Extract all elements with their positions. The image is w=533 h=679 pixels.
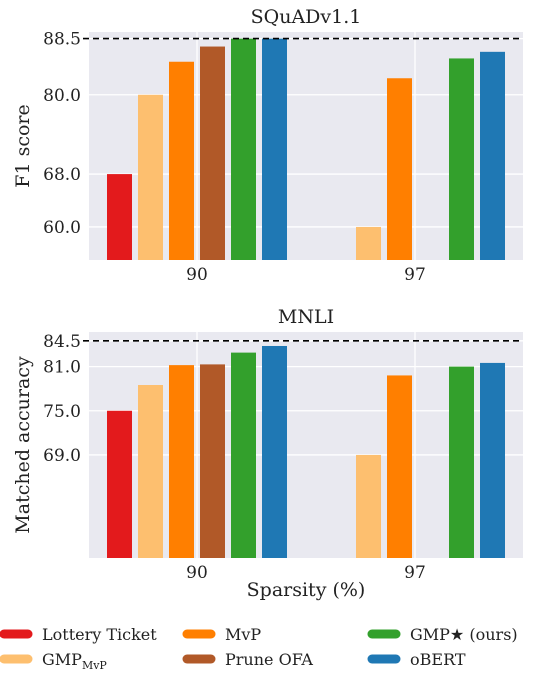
legend-item: GMPMvP: [0, 650, 107, 672]
bar: [262, 345, 287, 558]
bar: [356, 454, 381, 558]
legend-label: GMP★ (ours): [410, 625, 518, 644]
y-tick-label: 75.0: [43, 402, 81, 422]
bar: [231, 38, 256, 260]
y-tick-label: 81.0: [43, 358, 81, 378]
bar: [200, 364, 225, 558]
bar: [200, 46, 225, 261]
bar: [262, 38, 287, 260]
bar: [107, 410, 132, 558]
chart-mnli: 69.0 75.0 81.0 84.5 90 97 MNLI Matched accuracy: [12, 306, 523, 583]
bar: [449, 366, 474, 558]
legend-item: Lottery Ticket: [0, 625, 157, 644]
x-axis-label: Sparsity (%): [247, 579, 366, 601]
chart-title: SQuADv1.1: [251, 6, 362, 28]
legend-label: Prune OFA: [225, 650, 313, 669]
x-tick-label: 97: [404, 563, 426, 583]
bar: [449, 58, 474, 260]
x-tick-label: 97: [404, 265, 426, 285]
bar: [480, 51, 505, 261]
bar: [138, 385, 163, 558]
bar: [138, 94, 163, 260]
legend-item: oBERT: [367, 650, 466, 669]
legend-item: GMP★ (ours): [367, 625, 518, 644]
y-tick-label: 88.5: [43, 30, 81, 50]
y-tick-label: 69.0: [43, 446, 81, 466]
bar: [387, 78, 412, 261]
legend-item: MvP: [182, 625, 261, 644]
y-tick-label: 68.0: [43, 165, 81, 185]
legend-item: Prune OFA: [182, 650, 313, 669]
bar: [356, 226, 381, 260]
y-tick-label: 80.0: [43, 86, 81, 106]
bar: [480, 362, 505, 558]
x-tick-label: 90: [186, 563, 208, 583]
bar: [169, 365, 194, 558]
legend-label-subscript: MvP: [82, 659, 107, 672]
legend-label: MvP: [225, 625, 261, 644]
bar: [387, 375, 412, 558]
legend-label: GMPMvP: [42, 650, 107, 672]
legend-label: Lottery Ticket: [42, 625, 157, 644]
y-axis-label: F1 score: [12, 104, 34, 187]
chart-squad: 60.0 68.0 80.0 88.5 90 97 SQuADv1.1 F1 score: [12, 6, 523, 285]
x-tick-label: 90: [186, 265, 208, 285]
y-tick-label: 84.5: [43, 332, 81, 352]
legend-label: oBERT: [410, 650, 466, 669]
bar: [231, 352, 256, 558]
y-tick-label: 60.0: [43, 218, 81, 238]
chart-title: MNLI: [278, 306, 334, 328]
y-axis-label: Matched accuracy: [12, 356, 34, 534]
bar: [169, 61, 194, 260]
bar: [107, 174, 132, 260]
